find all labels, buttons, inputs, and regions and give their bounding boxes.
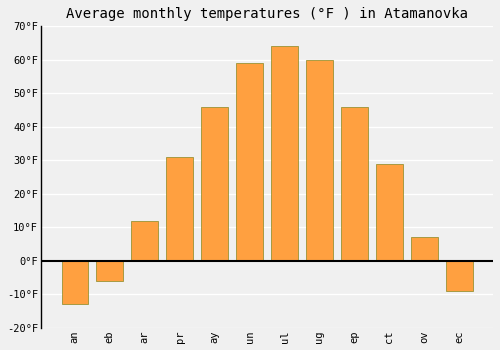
Bar xyxy=(446,261,472,291)
Bar xyxy=(236,63,262,261)
Bar xyxy=(96,261,122,281)
Bar xyxy=(306,60,332,261)
Bar xyxy=(412,237,438,261)
Bar xyxy=(132,220,158,261)
Bar xyxy=(166,157,192,261)
Bar xyxy=(376,164,402,261)
Bar xyxy=(342,107,367,261)
Bar xyxy=(202,107,228,261)
Title: Average monthly temperatures (°F ) in Atamanovka: Average monthly temperatures (°F ) in At… xyxy=(66,7,468,21)
Bar xyxy=(62,261,88,304)
Bar xyxy=(272,47,297,261)
